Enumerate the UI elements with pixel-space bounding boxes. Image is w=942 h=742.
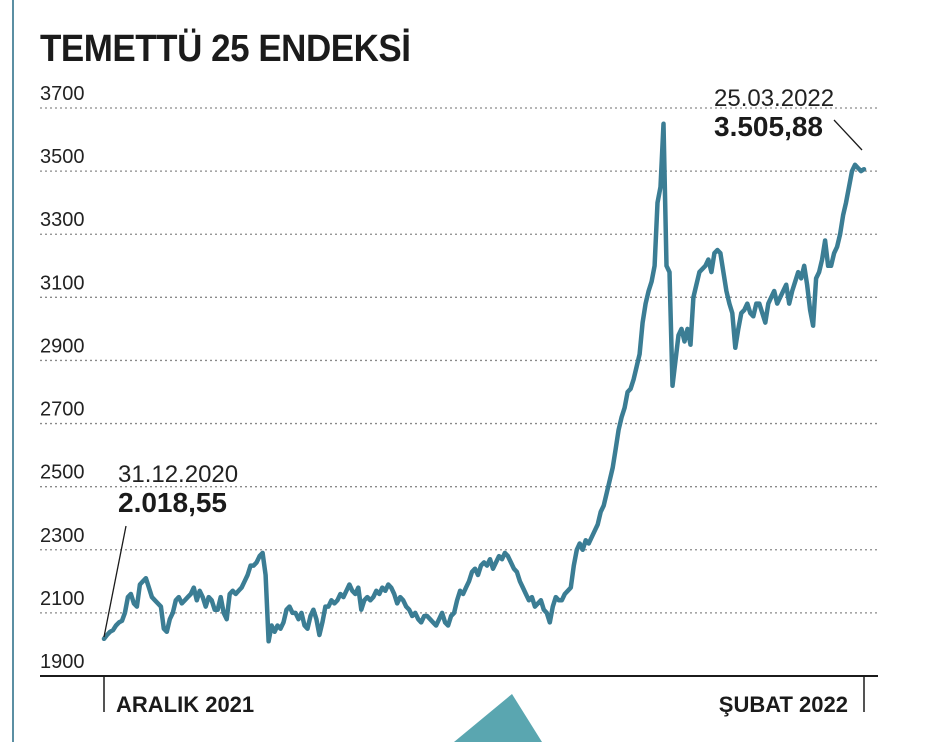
y-tick-label-2700: 2700 [40,399,85,421]
chart-title: TEMETTÜ 25 ENDEKSİ [40,28,411,70]
end-annotation-leader [833,119,863,151]
left-accent-rule [12,0,14,742]
end-annotation-date: 25.03.2022 [714,85,834,112]
end-annotation-value: 3.505,88 [714,111,823,142]
y-axis-ticks: 3700 3500 3300 3100 2900 2700 2500 2300 2100 1900 [40,83,85,673]
start-annotation-value: 2.018,55 [118,487,227,518]
y-tick-label-2500: 2500 [40,462,85,484]
x-tick-label-end: ŞUBAT 2022 [719,692,848,717]
y-tick-label-3100: 3100 [40,272,85,294]
series-line [101,121,867,644]
y-tick-label-3700: 3700 [40,83,85,105]
start-annotation-date: 31.12.2020 [118,461,238,488]
y-tick-label-2300: 2300 [40,525,85,547]
start-annotation-leader [103,525,127,638]
y-tick-label-3300: 3300 [40,209,85,231]
y-tick-label-3500: 3500 [40,146,85,168]
decorative-triangle [454,694,542,742]
grid-lines [40,107,878,614]
x-tick-label-start: ARALIK 2021 [116,692,254,717]
y-tick-label-2100: 2100 [40,588,85,610]
y-tick-label-1900: 1900 [40,651,85,673]
y-tick-label-2900: 2900 [40,335,85,357]
